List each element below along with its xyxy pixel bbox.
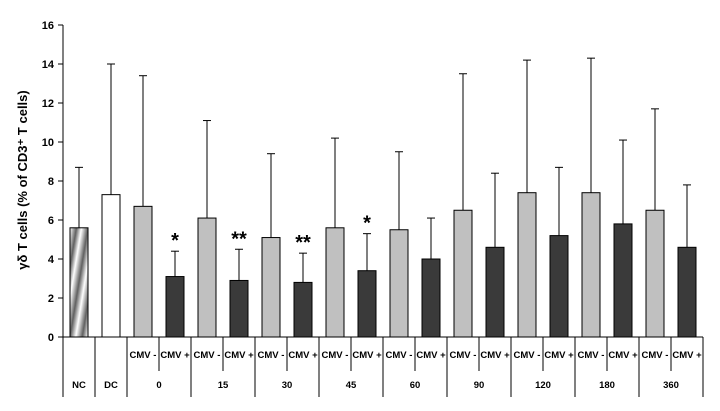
bar (261, 237, 281, 338)
bar-sublabel: CMV - (322, 350, 349, 361)
bars (69, 192, 697, 338)
bar (645, 209, 665, 338)
group-label: 360 (663, 380, 679, 391)
y-axis-label: γδ T cells (% of CD3⁺ T cells) (15, 90, 30, 269)
y-tick-label: 6 (48, 215, 54, 227)
significance-star: * (363, 213, 371, 235)
bar-sublabel: CMV - (130, 350, 157, 361)
bar-sublabel: CMV - (386, 350, 413, 361)
group-label: 15 (218, 380, 229, 391)
bar (389, 229, 409, 338)
y-tick-label: 0 (48, 332, 54, 344)
error-bars (75, 57, 691, 283)
group-label: 60 (410, 380, 421, 391)
bar-sublabel: CMV + (352, 350, 382, 361)
bar-sublabel: CMV + (160, 350, 190, 361)
bar (517, 192, 537, 338)
significance-star: ** (295, 232, 311, 254)
axes (62, 25, 703, 338)
bar (133, 205, 153, 338)
bar (485, 246, 505, 338)
group-label: 90 (474, 380, 485, 391)
bar (293, 281, 313, 338)
bar (549, 235, 569, 338)
bar-sublabel: CMV - (514, 350, 541, 361)
bar-sublabel: CMV + (608, 350, 638, 361)
bar-sublabel: CMV + (544, 350, 574, 361)
bar-sublabel: CMV - (642, 350, 669, 361)
bar (453, 209, 473, 338)
y-tick-label: 4 (48, 254, 55, 266)
bar (229, 279, 249, 338)
bar-sublabel: CMV + (480, 350, 510, 361)
bar-sublabel: CMV + (224, 350, 254, 361)
bar (613, 223, 633, 338)
bar (101, 194, 121, 338)
group-label: DC (104, 380, 118, 391)
bar (325, 227, 345, 338)
bar (421, 258, 441, 338)
y-axis-label-group: γδ T cells (% of CD3⁺ T cells) (15, 90, 30, 269)
bar-sublabel: CMV - (258, 350, 285, 361)
significance-star: ** (231, 228, 247, 250)
bar-sublabel: CMV - (194, 350, 221, 361)
bar (165, 276, 185, 338)
group-label: 30 (282, 380, 293, 391)
y-tick-label: 2 (48, 293, 54, 305)
bar-sublabel: CMV - (578, 350, 605, 361)
y-axis-ticks: 0 2 4 6 8 10 12 14 16 (42, 20, 63, 344)
group-label: 120 (535, 380, 551, 391)
y-tick-label: 12 (42, 98, 54, 110)
bar (197, 217, 217, 338)
group-label: 45 (346, 380, 357, 391)
group-label: 0 (156, 380, 161, 391)
bar-sublabel: CMV + (288, 350, 318, 361)
group-label: NC (72, 380, 86, 391)
y-tick-label: 8 (48, 176, 54, 188)
y-tick-label: 14 (42, 59, 55, 71)
group-label: 180 (599, 380, 615, 391)
y-tick-label: 10 (42, 137, 54, 149)
bar (581, 192, 601, 338)
bar-sublabel: CMV - (450, 350, 477, 361)
significance-star: * (171, 230, 179, 252)
bar-sublabel: CMV + (416, 350, 446, 361)
bar-sublabel: CMV + (672, 350, 702, 361)
significance-marks: * ** *** (171, 213, 371, 255)
y-tick-label: 16 (42, 20, 54, 32)
bar (357, 270, 377, 338)
bar (677, 246, 697, 338)
bar (69, 227, 89, 338)
